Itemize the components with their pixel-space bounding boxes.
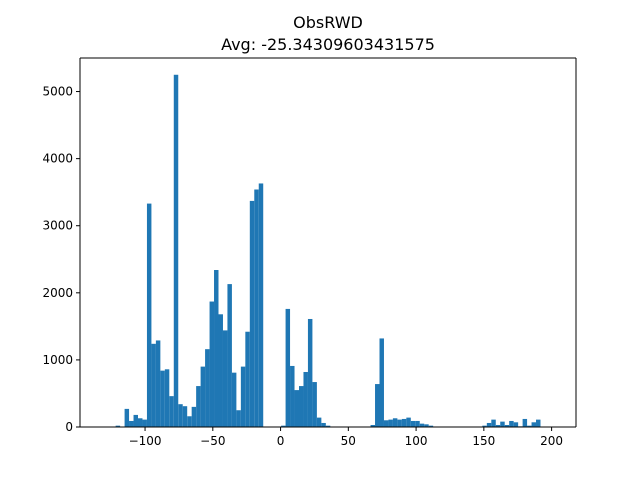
histogram-bar (495, 424, 501, 427)
histogram-bar (205, 349, 210, 427)
histogram-bar (307, 318, 313, 427)
histogram-bar (504, 424, 510, 427)
histogram-bar (486, 422, 492, 427)
histogram-bar (138, 418, 143, 427)
histogram-bar (299, 386, 304, 427)
histogram-bar (173, 74, 179, 428)
histogram-bar (245, 331, 250, 427)
x-tick-label: 0 (277, 434, 285, 448)
histogram-bar (133, 414, 138, 427)
x-axis: −100 −50 0 50 100 150 200 (129, 427, 563, 448)
x-tick-label: 100 (405, 434, 428, 448)
histogram-bar (146, 203, 152, 427)
histogram-bar (227, 284, 232, 427)
histogram-bar (231, 372, 237, 427)
histogram-bar (124, 408, 130, 427)
histogram-bar (214, 270, 219, 427)
x-tick-label: 50 (341, 434, 356, 448)
histogram-bar (424, 424, 429, 427)
y-tick-label: 5000 (42, 85, 73, 99)
histogram-bar (151, 343, 156, 427)
histogram-bar (491, 419, 496, 427)
histogram-bar (209, 301, 215, 427)
histogram-bar (160, 370, 165, 427)
histogram-bar (115, 425, 121, 427)
histogram-bar (142, 419, 147, 427)
histogram-bar (258, 183, 264, 427)
histogram-bar (236, 410, 241, 427)
histogram-bar (527, 425, 532, 427)
y-tick-label: 0 (65, 420, 73, 434)
histogram-bar (419, 423, 425, 427)
histogram-bar (303, 371, 308, 427)
histogram-bar (375, 384, 380, 427)
histogram-bar (164, 369, 170, 427)
histogram-bar (254, 189, 259, 427)
histogram-bar (312, 382, 317, 427)
histogram-bar (249, 200, 255, 427)
histogram-bar (129, 420, 134, 427)
x-tick-label: −100 (129, 434, 162, 448)
bars-group (115, 74, 541, 428)
histogram-bar (196, 386, 201, 427)
y-tick-label: 3000 (42, 219, 73, 233)
chart-title: ObsRWD (293, 13, 363, 32)
histogram-bar (379, 338, 384, 427)
histogram-bar (187, 416, 192, 427)
x-tick-label: 150 (472, 434, 495, 448)
histogram-bar (169, 396, 174, 427)
x-tick-label: 200 (540, 434, 563, 448)
histogram-bar (178, 404, 183, 427)
histogram-bar (531, 422, 537, 427)
histogram-bar (392, 418, 398, 427)
histogram-bar (200, 366, 206, 427)
histogram-bar (155, 340, 161, 427)
histogram-bar (321, 422, 326, 427)
histogram-bar (240, 366, 246, 427)
histogram-bar (222, 330, 228, 427)
histogram-bar (182, 406, 188, 427)
x-tick-label: −50 (200, 434, 225, 448)
histogram-bar (513, 422, 519, 427)
histogram-bar (482, 425, 487, 427)
y-tick-label: 1000 (42, 353, 73, 367)
histogram-bar (500, 421, 505, 427)
chart-subtitle: Avg: -25.34309603431575 (221, 35, 435, 54)
y-tick-label: 2000 (42, 286, 73, 300)
histogram-bar (383, 420, 389, 427)
histogram-bar (415, 420, 420, 427)
plot-area (80, 58, 576, 427)
y-tick-label: 4000 (42, 152, 73, 166)
histogram-bar (401, 418, 407, 427)
histogram-bar (191, 406, 197, 427)
histogram-bar (281, 425, 286, 427)
y-axis: 0 1000 2000 3000 4000 5000 (42, 85, 80, 434)
histogram-bar (509, 420, 514, 427)
histogram-bar (522, 418, 528, 427)
histogram-bar (397, 419, 402, 427)
histogram-bar (406, 417, 411, 427)
histogram-bar (325, 425, 331, 427)
histogram-bar (428, 425, 434, 427)
histogram-bar (285, 308, 291, 427)
histogram-bar (316, 417, 322, 427)
histogram-bar (370, 424, 376, 427)
histogram-bar (536, 419, 541, 427)
histogram-bar (218, 314, 223, 427)
histogram-bar (290, 365, 295, 427)
histogram-bar (410, 420, 416, 427)
histogram-bar (294, 390, 299, 427)
histogram-bar (388, 419, 393, 427)
